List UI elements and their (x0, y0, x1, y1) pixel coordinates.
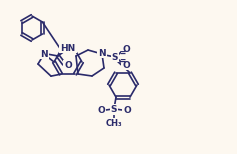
Text: S: S (112, 53, 118, 61)
Text: O: O (97, 106, 105, 115)
Text: N: N (98, 49, 106, 57)
Text: =: = (119, 49, 125, 57)
Text: O: O (122, 61, 130, 69)
Text: N: N (40, 49, 48, 59)
Text: HN: HN (60, 43, 76, 53)
Text: O: O (64, 61, 72, 69)
Text: O: O (122, 45, 130, 53)
Text: CH₃: CH₃ (106, 119, 122, 128)
Text: S: S (111, 105, 117, 114)
Text: =: = (119, 57, 125, 65)
Text: O: O (123, 106, 131, 115)
